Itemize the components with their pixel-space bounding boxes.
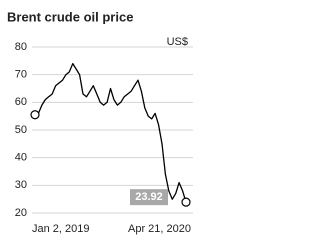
chart-title: Brent crude oil price	[7, 9, 133, 24]
x-tick-label: Apr 21, 2020	[128, 223, 191, 235]
end-marker	[30, 110, 40, 120]
chart: Brent crude oil price US$ 20 30 40 50 60 70 80…	[0, 0, 207, 244]
y-tick-label: 60	[15, 96, 27, 108]
price-line	[34, 62, 187, 203]
y-tick-label: 50	[15, 124, 27, 136]
y-tick-label: 40	[15, 152, 27, 164]
y-tick-label: 80	[15, 41, 27, 53]
x-tick-label: Jan 2, 2019	[32, 223, 90, 235]
y-tick-label: 70	[15, 69, 27, 81]
y-axis-label: US$	[167, 36, 188, 48]
y-tick-label: 20	[15, 207, 27, 219]
end-marker	[181, 197, 191, 207]
value-label: 23.92	[135, 191, 163, 203]
y-tick-label: 30	[15, 179, 27, 191]
value-label-box	[130, 189, 168, 206]
background	[0, 0, 207, 244]
